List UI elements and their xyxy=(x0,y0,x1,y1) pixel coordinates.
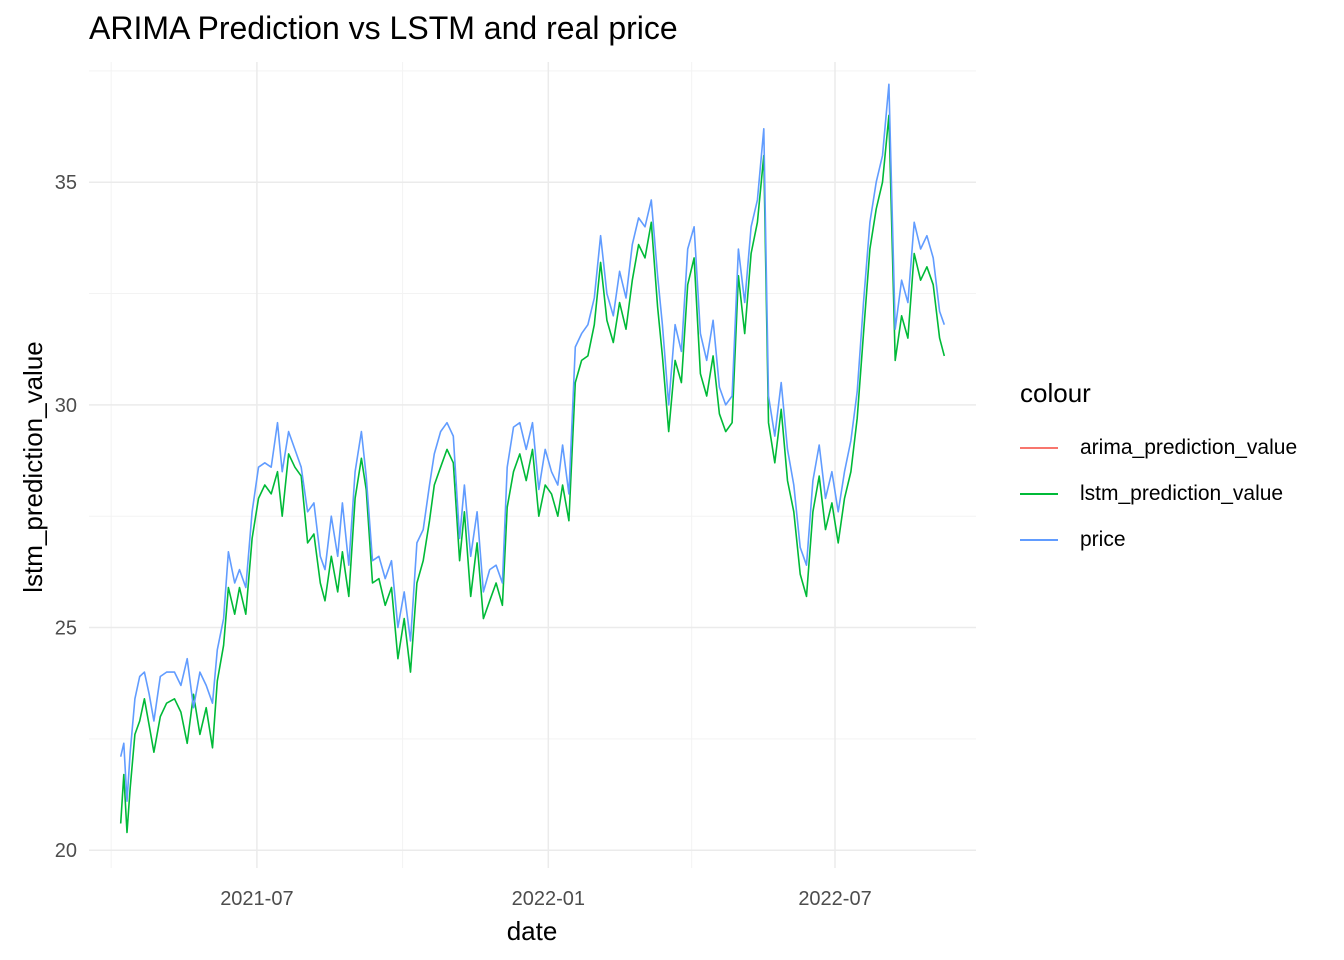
legend-label-arima: arima_prediction_value xyxy=(1080,436,1298,459)
x-axis-title: date xyxy=(507,916,558,946)
y-tick-label: 35 xyxy=(55,172,77,194)
legend-label-lstm: lstm_prediction_value xyxy=(1080,482,1284,505)
y-tick-labels: 20 25 30 35 xyxy=(55,172,77,862)
y-tick-label: 20 xyxy=(55,840,77,862)
legend-item-arima: arima_prediction_value xyxy=(1020,425,1297,471)
legend-key-price xyxy=(1020,539,1058,541)
legend-key-lstm xyxy=(1020,493,1058,495)
legend-item-lstm: lstm_prediction_value xyxy=(1020,471,1297,517)
x-tick-labels: 2021-07 2022-01 2022-07 xyxy=(220,888,872,910)
y-axis-title: lstm_prediction_value xyxy=(18,341,48,592)
major-gridlines xyxy=(89,62,976,868)
chart-title: ARIMA Prediction vs LSTM and real price xyxy=(89,10,678,46)
legend-item-price: price xyxy=(1020,517,1297,563)
x-tick-label: 2021-07 xyxy=(220,888,293,910)
legend-key-arima xyxy=(1020,447,1058,449)
x-tick-label: 2022-07 xyxy=(798,888,871,910)
minor-gridlines xyxy=(89,62,976,868)
y-tick-label: 25 xyxy=(55,618,77,640)
legend-title: colour xyxy=(1020,378,1091,408)
x-tick-label: 2022-01 xyxy=(512,888,585,910)
legend-label-price: price xyxy=(1080,528,1126,551)
series-line-price xyxy=(119,83,946,802)
legend: colour arima_prediction_value lstm_predi… xyxy=(1020,378,1297,563)
series-lines xyxy=(119,83,946,834)
series-line-lstm-prediction-value xyxy=(119,114,946,834)
y-tick-label: 30 xyxy=(55,395,77,417)
